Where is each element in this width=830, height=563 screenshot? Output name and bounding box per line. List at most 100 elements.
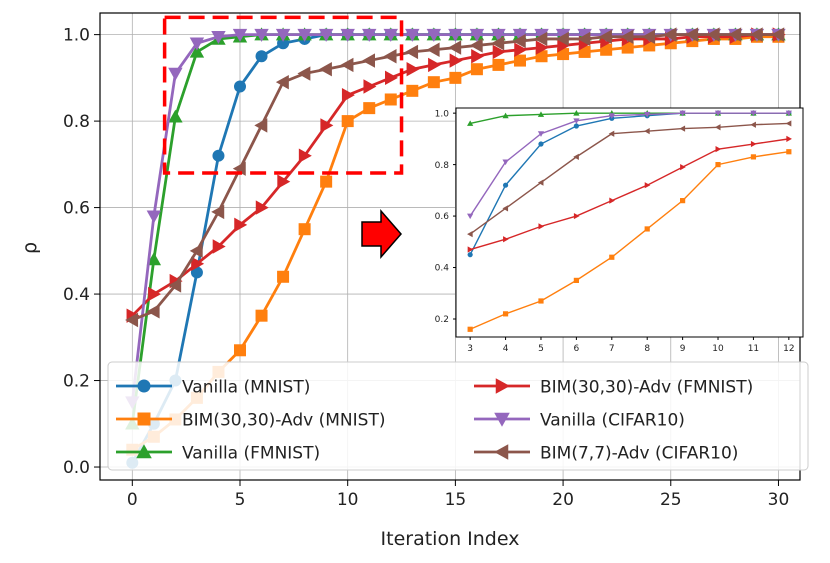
inset-point-vanilla-cifar10 [608,113,615,119]
point-vanilla-mnist [255,50,268,63]
point-bim-30-30-adv-mnist [514,54,526,67]
legend-marker-bim-7-7-adv-cifar10 [494,444,509,460]
main-axes: 0 5 10 15 20 25 30 0.0 0.2 0.4 0.6 0.8 1.0 Iteration … [19,12,801,550]
point-vanilla-mnist [212,149,225,162]
point-bim-7-7-adv-cifar10 [728,27,742,42]
x-axis-label: Iteration Index [381,528,520,550]
point-bim-7-7-adv-cifar10 [232,161,246,176]
point-bim-7-7-adv-cifar10 [771,27,785,42]
zoom-arrow-icon [361,208,402,260]
inset-point-vanilla-mnist [573,123,579,129]
point-vanilla-cifar10 [383,28,398,42]
inset-y-tick-label: 1.0 [435,109,450,119]
point-bim-7-7-adv-cifar10 [685,27,699,42]
point-bim-30-30-adv-fmnist [191,256,205,271]
inset-point-bim-30-30-adv-mnist [715,162,721,168]
point-bim-7-7-adv-cifar10 [491,36,505,51]
inset-point-vanilla-cifar10 [785,110,792,117]
point-bim-30-30-adv-fmnist [406,62,420,77]
inset-y-tick-label: 0.8 [435,161,450,171]
inset-x-tick-label: 4 [503,344,509,354]
legend-box [107,361,809,471]
point-bim-30-30-adv-mnist [470,63,483,76]
legend-item-bim-30-30-adv-fmnist: BIM(30,30)-Adv (FMNIST) [474,378,753,398]
point-vanilla-cifar10 [189,37,205,51]
point-vanilla-cifar10 [426,28,442,42]
legend-item-bim-30-30-adv-mnist: BIM(30,30)-Adv (MNIST) [116,411,385,431]
point-vanilla-cifar10 [448,28,463,42]
legend-label-bim-30-30-adv-mnist: BIM(30,30)-Adv (MNIST) [182,411,385,431]
point-bim-7-7-adv-cifar10 [642,29,655,44]
point-bim-30-30-adv-fmnist [363,79,377,94]
inset-point-vanilla-cifar10 [679,110,686,117]
inset-point-bim-30-30-adv-fmnist [609,197,615,204]
point-bim-7-7-adv-cifar10 [555,31,569,47]
point-bim-30-30-adv-mnist [449,71,462,84]
point-bim-7-7-adv-cifar10 [211,204,225,220]
zoom-highlight-box [162,15,404,175]
point-bim-7-7-adv-cifar10 [426,42,440,57]
point-vanilla-cifar10 [405,28,420,42]
arrow-shape [361,208,402,260]
inset-point-bim-30-30-adv-fmnist [715,146,722,153]
point-bim-30-30-adv-mnist [298,223,311,236]
legend-marker-vanilla-fmnist [136,444,152,459]
legend-item-vanilla-mnist: Vanilla (MNIST) [116,378,310,398]
inset-point-bim-7-7-adv-cifar10 [573,153,579,161]
point-bim-30-30-adv-fmnist [471,49,485,64]
point-vanilla-cifar10 [491,28,506,42]
inset-point-bim-30-30-adv-mnist [680,198,686,204]
inset-x-tick-label: 3 [467,344,473,354]
inset-point-bim-30-30-adv-mnist [467,326,473,332]
point-vanilla-cifar10 [211,31,226,44]
point-bim-7-7-adv-cifar10 [297,66,311,81]
legend-label-bim-7-7-adv-cifar10: BIM(7,7)-Adv (CIFAR10) [540,444,738,464]
point-vanilla-mnist [234,80,246,93]
point-bim-30-30-adv-fmnist [385,70,398,86]
x-tick-label: 5 [235,490,246,510]
point-bim-30-30-adv-fmnist [298,148,312,163]
inset-series-bim-30-30-adv-mnist [467,149,792,332]
point-bim-30-30-adv-fmnist [255,200,269,215]
point-bim-30-30-adv-fmnist [277,174,291,189]
inset-point-vanilla-fmnist [502,112,509,119]
inset-point-vanilla-cifar10 [644,111,651,118]
inset-point-vanilla-mnist [467,252,473,258]
series-bim-7-7-adv-cifar10 [125,27,785,328]
inset-point-bim-30-30-adv-fmnist [503,236,509,243]
point-vanilla-cifar10 [469,28,485,42]
inset-grid [456,108,803,337]
legend-marker-bim-30-30-adv-mnist [137,412,151,426]
inset-chart: 3 4 5 6 7 8 9 10 11 12 0.2 0.4 0.6 0.8 1.0 [435,107,804,354]
inset-point-vanilla-cifar10 [714,110,722,117]
main-series [125,27,786,469]
inset-point-bim-7-7-adv-cifar10 [502,205,509,212]
point-bim-7-7-adv-cifar10 [448,40,462,55]
point-bim-30-30-adv-fmnist [320,118,334,133]
highlight-rect [162,15,404,175]
inset-point-bim-7-7-adv-cifar10 [750,121,756,128]
point-bim-30-30-adv-fmnist [234,217,248,233]
point-vanilla-cifar10 [362,28,377,42]
point-vanilla-cifar10 [146,210,162,224]
inset-series-bim-7-7-adv-cifar10 [467,120,792,238]
point-bim-30-30-adv-mnist [341,115,354,128]
point-bim-30-30-adv-mnist [255,309,268,322]
point-bim-30-30-adv-mnist [492,58,505,71]
inset-point-bim-30-30-adv-mnist [573,277,579,283]
point-bim-7-7-adv-cifar10 [620,29,634,44]
point-vanilla-cifar10 [232,28,248,42]
inset-point-vanilla-cifar10 [750,110,757,117]
inset-y-tick-label: 0.4 [435,264,450,274]
x-tick-label: 0 [127,490,138,510]
inset-point-vanilla-fmnist [467,120,474,126]
point-vanilla-cifar10 [275,28,291,42]
point-bim-7-7-adv-cifar10 [275,74,289,90]
point-bim-30-30-adv-fmnist [514,42,528,57]
inset-point-vanilla-fmnist [537,111,545,117]
point-bim-30-30-adv-mnist [277,270,290,283]
inset-point-bim-7-7-adv-cifar10 [467,230,473,238]
inset-point-vanilla-mnist [502,182,509,188]
inset-point-vanilla-cifar10 [502,159,509,166]
inset-series [467,110,792,332]
